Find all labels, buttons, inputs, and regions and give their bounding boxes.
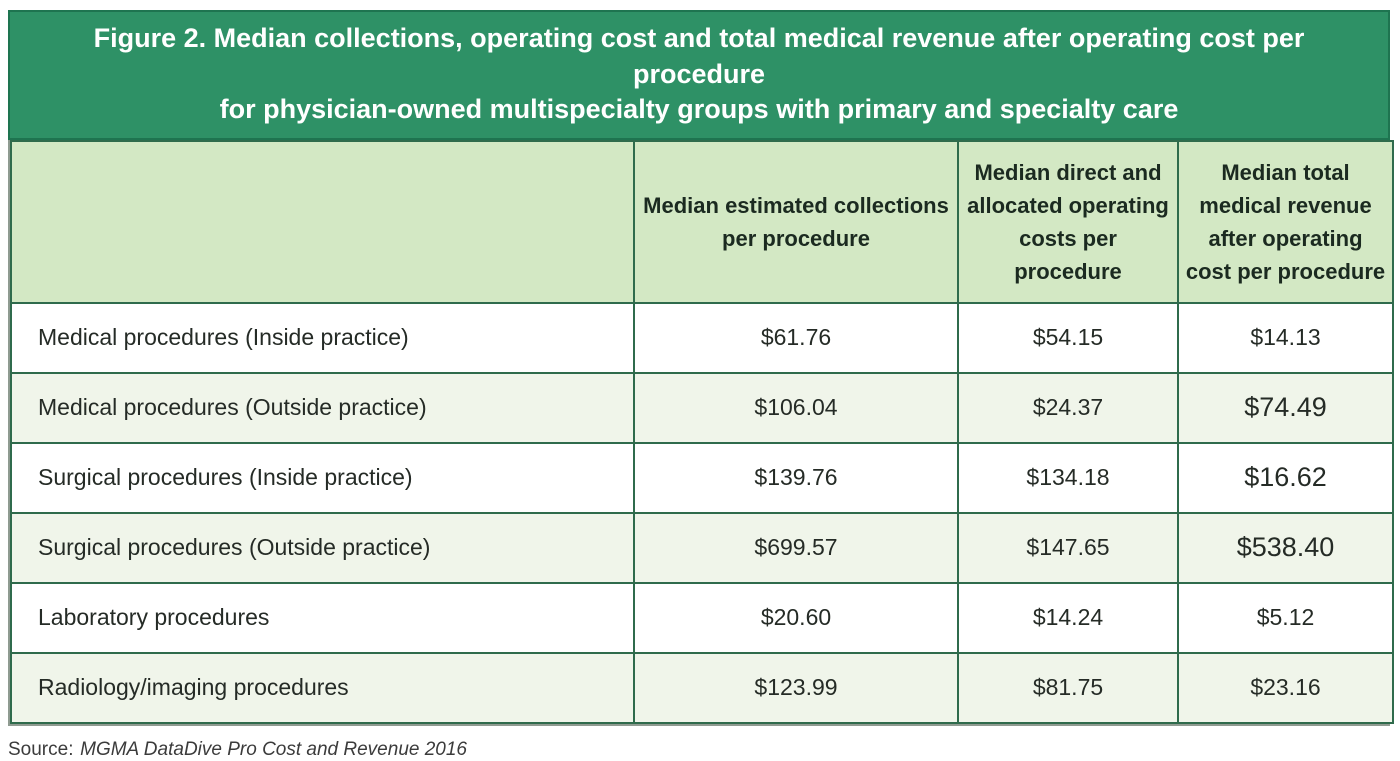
value-revenue-after-cost: $5.12 (1177, 581, 1394, 654)
value-operating-costs: $147.65 (957, 511, 1179, 584)
row-label: Laboratory procedures (10, 581, 635, 654)
table-frame: Median estimated collections per procedu… (8, 139, 1394, 726)
value-revenue-after-cost: $23.16 (1177, 651, 1394, 724)
column-header-collections: Median estimated collections per procedu… (633, 139, 959, 304)
row-label: Surgical procedures (Outside practice) (10, 511, 635, 584)
figure-2: Figure 2. Median collections, operating … (8, 10, 1394, 761)
table-row: Medical procedures (Inside practice) $61… (10, 301, 1394, 374)
figure-title-line1: Figure 2. Median collections, operating … (93, 23, 1305, 89)
value-collections: $106.04 (633, 371, 959, 444)
figure-title-band: Figure 2. Median collections, operating … (8, 10, 1390, 140)
header-row: Median estimated collections per procedu… (10, 139, 1394, 304)
value-operating-costs: $134.18 (957, 441, 1179, 514)
value-operating-costs: $81.75 (957, 651, 1179, 724)
value-revenue-after-cost: $538.40 (1177, 511, 1394, 584)
value-collections: $20.60 (633, 581, 959, 654)
row-label: Medical procedures (Inside practice) (10, 301, 635, 374)
data-table: Median estimated collections per procedu… (10, 139, 1394, 724)
table-row: Medical procedures (Outside practice) $1… (10, 371, 1394, 444)
row-label: Radiology/imaging procedures (10, 651, 635, 724)
value-revenue-after-cost: $74.49 (1177, 371, 1394, 444)
value-revenue-after-cost: $16.62 (1177, 441, 1394, 514)
column-header-revenue-after-cost: Median total medical revenue after opera… (1177, 139, 1394, 304)
value-operating-costs: $14.24 (957, 581, 1179, 654)
table-row: Laboratory procedures $20.60 $14.24 $5.1… (10, 581, 1394, 654)
value-collections: $139.76 (633, 441, 959, 514)
value-revenue-after-cost: $14.13 (1177, 301, 1394, 374)
value-operating-costs: $54.15 (957, 301, 1179, 374)
value-operating-costs: $24.37 (957, 371, 1179, 444)
figure-title-line2: for physician-owned multispecialty group… (219, 94, 1179, 125)
table-row: Radiology/imaging procedures $123.99 $81… (10, 651, 1394, 724)
value-collections: $699.57 (633, 511, 959, 584)
value-collections: $123.99 (633, 651, 959, 724)
column-header-category (10, 139, 635, 304)
row-label: Medical procedures (Outside practice) (10, 371, 635, 444)
table-row: Surgical procedures (Inside practice) $1… (10, 441, 1394, 514)
row-label: Surgical procedures (Inside practice) (10, 441, 635, 514)
source-citation: MGMA DataDive Pro Cost and Revenue 2016 (80, 738, 467, 760)
value-collections: $61.76 (633, 301, 959, 374)
table-row: Surgical procedures (Outside practice) $… (10, 511, 1394, 584)
column-header-operating-costs: Median direct and allocated operating co… (957, 139, 1179, 304)
source-label: Source: (8, 738, 74, 760)
source-note: Source: MGMA DataDive Pro Cost and Revenu… (8, 739, 1390, 761)
